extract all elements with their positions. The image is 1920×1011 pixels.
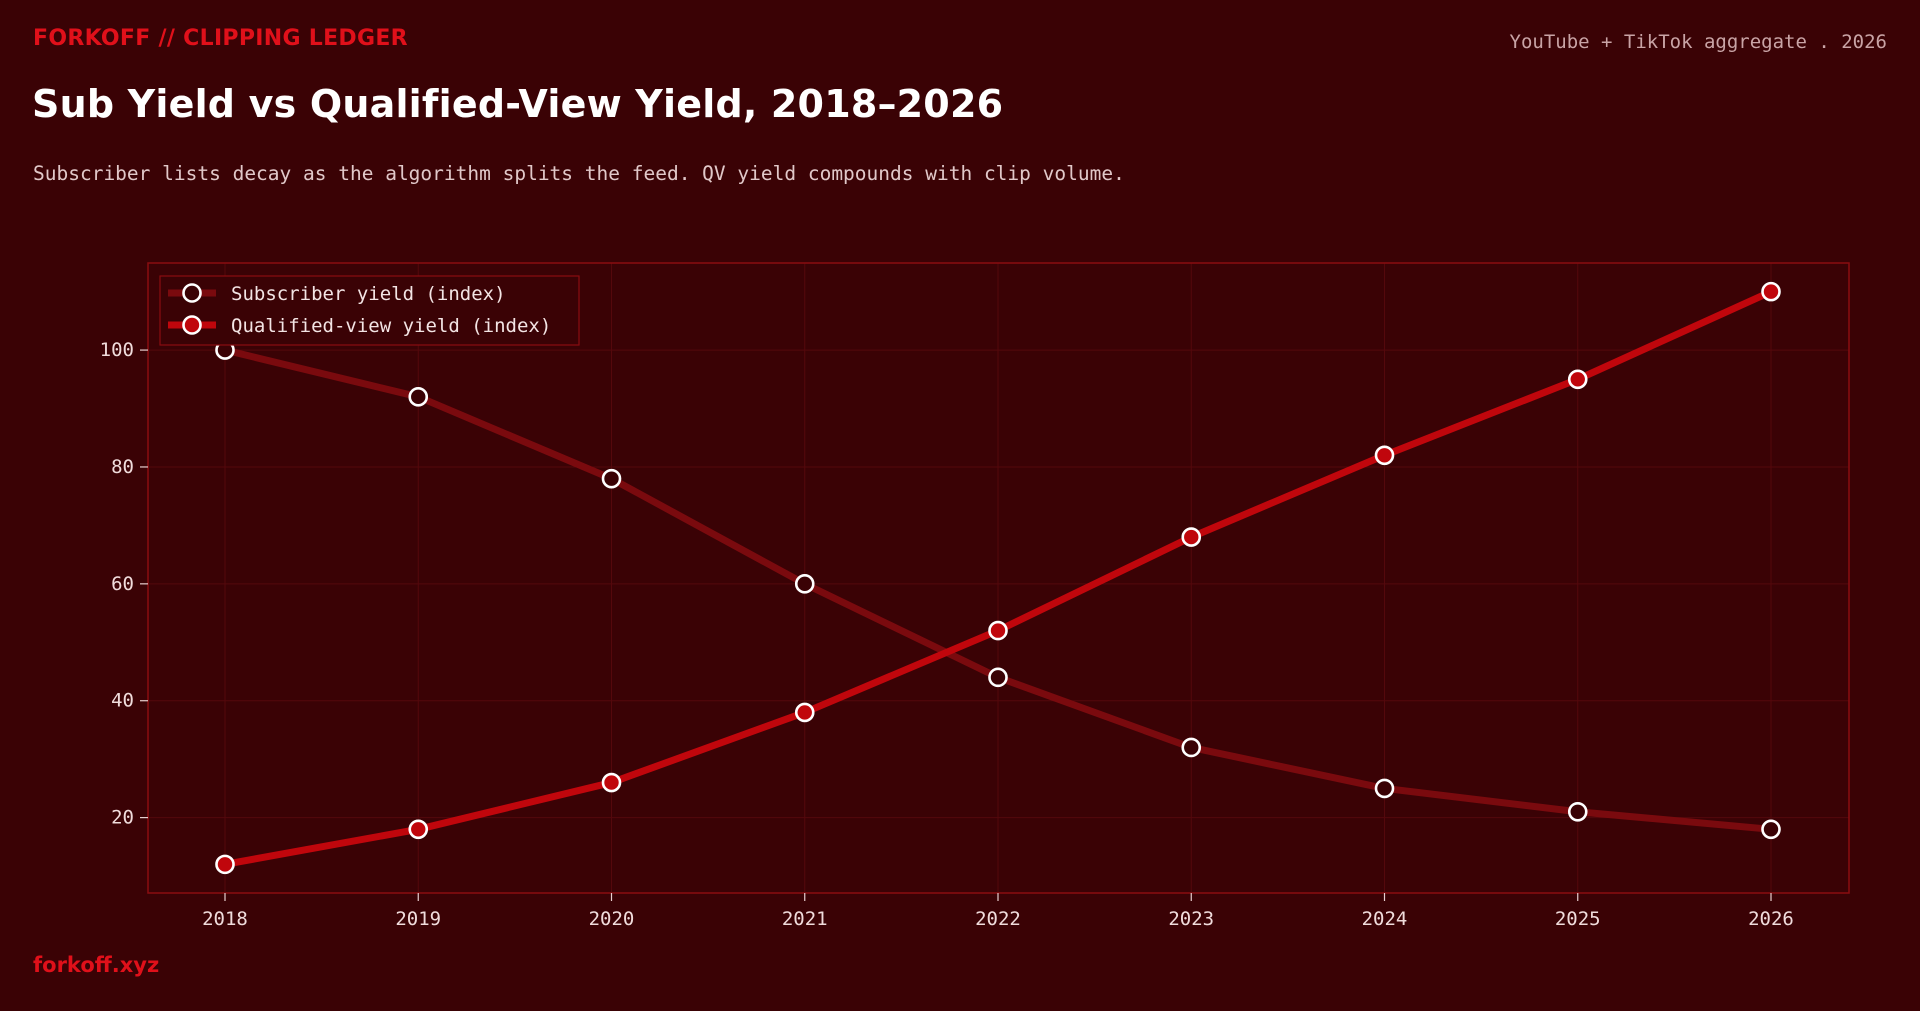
x-tick-label: 2023 <box>1168 908 1214 930</box>
data-point-subscriber-yield <box>1374 778 1395 799</box>
y-tick-label: 20 <box>111 807 134 829</box>
y-tick-label: 40 <box>111 690 134 712</box>
x-tick-label: 2018 <box>202 908 248 930</box>
x-tick-label: 2025 <box>1555 908 1601 930</box>
site-link[interactable]: forkoff.xyz <box>33 953 160 977</box>
x-tick-label: 2021 <box>782 908 828 930</box>
data-point-subscriber-yield <box>794 574 815 594</box>
x-tick-label: 2024 <box>1362 908 1408 930</box>
y-tick-label: 100 <box>100 339 134 361</box>
data-point-qualified-view-yield <box>1181 527 1202 547</box>
data-point-qualified-view-yield <box>1374 445 1395 466</box>
legend-swatch-marker <box>182 315 202 335</box>
data-point-qualified-view-yield <box>215 854 235 875</box>
data-point-subscriber-yield <box>1567 801 1588 822</box>
x-tick-label: 2019 <box>395 908 441 930</box>
legend-label: Subscriber yield (index) <box>231 283 506 305</box>
data-point-qualified-view-yield <box>1567 369 1588 390</box>
x-tick-label: 2020 <box>589 908 635 930</box>
data-point-subscriber-yield <box>601 468 622 489</box>
brand-label: FORKOFF // CLIPPING LEDGER <box>33 26 408 51</box>
legend-swatch-marker <box>182 283 202 303</box>
data-point-qualified-view-yield <box>408 819 429 840</box>
data-point-subscriber-yield <box>408 387 429 407</box>
x-tick-label: 2022 <box>975 908 1021 930</box>
data-point-subscriber-yield <box>1181 737 1202 758</box>
chart-title: Sub Yield vs Qualified-View Yield, 2018–… <box>32 82 1004 126</box>
legend-label: Qualified-view yield (index) <box>231 315 551 337</box>
y-tick-label: 80 <box>111 456 134 478</box>
data-point-qualified-view-yield <box>988 620 1008 641</box>
data-point-subscriber-yield <box>988 667 1008 688</box>
legend-box <box>159 275 580 346</box>
chart-subtitle: Subscriber lists decay as the algorithm … <box>33 162 1125 185</box>
data-point-qualified-view-yield <box>601 772 622 793</box>
data-point-qualified-view-yield <box>1761 281 1781 302</box>
x-tick-label: 2026 <box>1748 908 1794 930</box>
data-point-qualified-view-yield <box>794 702 815 723</box>
y-tick-label: 60 <box>111 573 134 595</box>
data-point-subscriber-yield <box>1761 819 1781 840</box>
source-note: YouTube + TikTok aggregate . 2026 <box>1509 31 1888 53</box>
